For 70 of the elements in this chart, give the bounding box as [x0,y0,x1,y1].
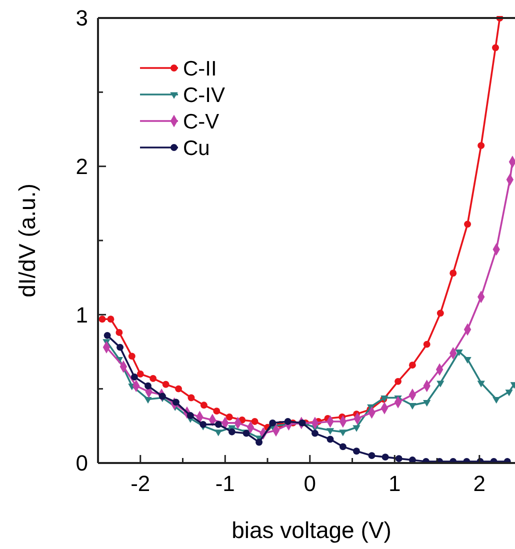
point [214,430,222,436]
y-tick-label: 1 [76,302,88,328]
point [175,385,182,392]
point [505,390,513,396]
point [408,402,416,410]
point [382,454,389,461]
point [423,340,430,348]
x-tick-label: -1 [215,471,235,496]
point [251,418,258,425]
point [450,270,457,277]
point [172,398,180,406]
point [353,448,360,455]
point [478,142,485,150]
point [395,455,402,462]
point [104,332,111,339]
point [477,380,485,388]
y-tick-label: 2 [76,154,88,180]
point [423,400,431,407]
x-axis-title: bias voltage (V) [232,517,392,543]
point [128,352,136,360]
point [107,316,114,323]
y-axis-title: dI/dV (a.u.) [14,184,40,298]
point [436,380,444,388]
point [408,456,416,463]
point [464,220,472,228]
point [339,430,347,436]
point [492,397,500,404]
point [150,374,157,382]
point [116,328,123,336]
point [368,452,376,460]
x-tick-label: 1 [388,471,401,496]
point [136,370,144,378]
legend-label: C-V [183,110,220,134]
point [144,397,152,404]
point [144,382,152,390]
point [284,418,292,425]
point [186,412,194,420]
legend-label: C-IV [183,84,225,107]
point [228,428,236,436]
point [464,356,472,364]
point [226,414,233,420]
point [256,438,263,446]
point [200,420,207,428]
x-tick-label: 2 [473,471,486,496]
point [188,394,195,402]
point [436,310,444,317]
point [352,425,360,432]
point [312,430,318,437]
point [455,350,463,356]
x-tick-label: -2 [130,471,150,496]
x-tick-label: 0 [304,471,316,496]
point [394,378,402,385]
point [116,344,124,351]
legend-label: Cu [183,136,210,160]
point [326,436,334,443]
y-tick-label: 0 [76,450,88,476]
point [339,443,346,450]
point [130,373,138,380]
point [326,428,334,435]
point [200,402,208,409]
legend-label: C-II [183,57,217,80]
point [98,316,106,323]
y-tick-label: 3 [76,6,88,31]
point [158,392,166,400]
point [269,419,276,426]
point [162,380,170,388]
point [492,44,499,52]
point [408,362,416,369]
point [213,408,220,415]
point [214,420,222,428]
